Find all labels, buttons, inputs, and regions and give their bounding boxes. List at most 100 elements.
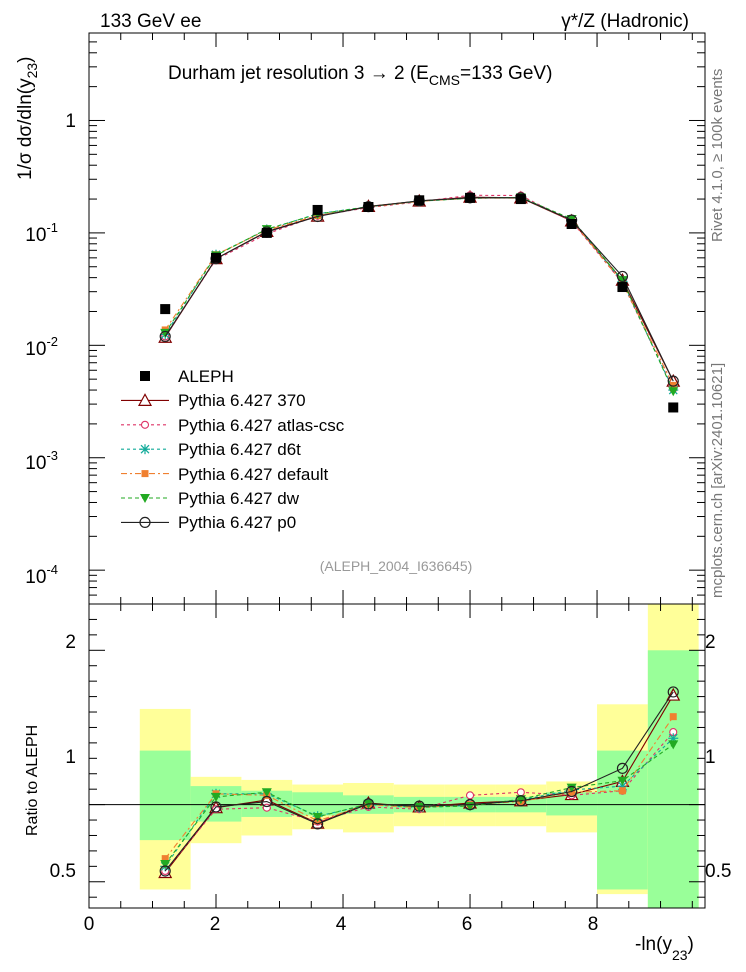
legend-label-p0: Pythia 6.427 p0 (178, 513, 296, 532)
legend-mark-pythia-6-427-dw (140, 494, 150, 503)
xlabel: -ln(y23) (635, 934, 694, 963)
plot-layer (88, 32, 706, 909)
series-line-pythia-6-427-p0 (164, 197, 674, 382)
ratio-ytick-05-right: 0.5 (705, 861, 731, 882)
upper-ylabel: 1/σ dσ/dln(y23) (15, 56, 40, 180)
header-left: 133 GeV ee (100, 11, 201, 32)
data-point-aleph-3 (312, 204, 323, 215)
series-line-pythia-6-427-atlas-csc (164, 194, 674, 390)
ytick-exp-1e-2: -2 (46, 334, 58, 349)
ylabel-tail: ) (15, 56, 36, 62)
ylabel-main: 1/σ dσ/dln(y (15, 78, 36, 180)
legend-label-default: Pythia 6.427 default (178, 465, 329, 484)
ratio-point-pythia-6-427-p0-1 (210, 801, 222, 813)
data-point-aleph-4 (363, 201, 374, 212)
data-point-aleph-1 (211, 252, 222, 263)
legend-mark-pythia-6-427-d6t-stroke-3 (140, 444, 150, 454)
ratio-ytick-1-left: 1 (65, 747, 76, 768)
ratio-point-pythia-6-427-atlas-csc-7 (516, 788, 525, 797)
series-point-pythia-6-427-default-10 (669, 381, 677, 389)
upper-chart-title: Durham jet resolution 3 → 2 (ECMS=133 Ge… (168, 63, 552, 88)
series-point-pythia-6-427-p0-0 (159, 330, 171, 343)
ytick-label-1e-3: 10-3 (25, 448, 58, 474)
title-sub: CMS (429, 72, 460, 88)
ratio-line-pythia-6-427-d6t (164, 737, 674, 867)
ratio-point-pythia-6-427-p0-5 (413, 800, 425, 812)
ratio-point-pythia-6-427-default-0 (161, 855, 169, 863)
upper-ytick-labels: 1 10-1 10-2 10-3 10-4 (25, 111, 76, 588)
data-point-aleph-8 (566, 218, 577, 229)
series-line-pythia-6-427-default (164, 197, 674, 386)
xtick-label-2: 2 (210, 914, 221, 935)
ratio-ytick-05-left: 0.5 (50, 861, 76, 882)
ratio-ytick-1-right: 1 (705, 747, 716, 768)
data-point-aleph-6 (465, 192, 476, 203)
ytick-base-1e-2: 10 (25, 339, 46, 360)
data-point-aleph-10 (668, 402, 679, 413)
analysis-tag: (ALEPH_2004_I636645) (320, 558, 473, 574)
ratio-point-pythia-6-427-dw-9 (617, 776, 628, 786)
data-point-aleph-7 (515, 194, 526, 205)
ratio-point-pythia-6-427-p0-8 (566, 785, 578, 798)
ratio-point-pythia-6-427-dw-10 (668, 740, 679, 750)
xtick-label-6: 6 (462, 914, 473, 935)
legend-mark-pythia-6-427-p0 (139, 516, 151, 529)
ratio-point-pythia-6-427-default-9 (618, 787, 626, 795)
ratio-point-pythia-6-427-p0-7 (515, 795, 527, 807)
legend: ALEPH Pythia 6.427 370 Pythia 6.427 atla… (121, 367, 345, 532)
ytick-label-1e-1: 10-1 (25, 220, 58, 246)
ytick-exp-1e-1: -1 (46, 220, 58, 235)
ratio-point-pythia-6-427-p0-10 (667, 686, 679, 698)
xtick-label-0: 0 (84, 914, 95, 935)
ratio-point-pythia-6-427-dw-8 (566, 783, 577, 793)
ratio-band-green-9 (597, 750, 648, 890)
legend-mark-data (140, 371, 150, 381)
series-point-pythia-6-427-dw-9 (617, 276, 628, 286)
ratio-point-pythia-6-427-dw-5 (414, 802, 425, 812)
data-point-aleph-0 (160, 304, 171, 315)
xlabel-sub: 23 (672, 947, 688, 963)
xtick-label-4: 4 (336, 914, 347, 935)
xlabel-tail: ) (688, 934, 694, 955)
ratio-band-green-8 (546, 792, 598, 816)
side-label-lower: mcplots.cern.ch [arXiv:2401.10621] (709, 363, 726, 598)
xlabel-main: -ln(y (635, 934, 672, 955)
ratio-band-green-3 (292, 792, 344, 816)
ytick-exp-1e-3: -3 (46, 448, 58, 463)
ytick-base-1e-1: 10 (25, 225, 46, 246)
series-line-pythia-6-427-370 (164, 196, 674, 382)
legend-label-d6t: Pythia 6.427 d6t (178, 440, 301, 459)
series-point-pythia-6-427-dw-10 (668, 387, 679, 397)
ratio-point-pythia-6-427-dw-1 (211, 792, 222, 802)
legend-mark-pythia-6-427-d6t (140, 444, 150, 455)
legend-label-atlas-csc: Pythia 6.427 atlas-csc (178, 416, 345, 435)
series-line-pythia-6-427-dw (164, 196, 674, 392)
series-point-pythia-6-427-p0-10 (667, 375, 679, 387)
ratio-point-pythia-6-427-dw-0 (160, 860, 171, 870)
title-tail: =133 GeV) (460, 63, 552, 84)
ratio-point-pythia-6-427-p0-0 (159, 865, 171, 877)
ytick-base-1e-3: 10 (25, 453, 46, 474)
ytick-exp-1e-4: -4 (46, 562, 58, 577)
legend-mark-pythia-6-427-atlas-csc (140, 420, 150, 429)
ratio-point-pythia-6-427-dw-7 (515, 795, 526, 805)
ylabel-sub: 23 (24, 63, 40, 79)
xtick-label-8: 8 (588, 914, 599, 935)
ratio-band-green-0 (139, 750, 191, 841)
data-point-aleph-2 (261, 227, 272, 238)
title-main: Durham jet resolution 3 → 2 (E (168, 63, 429, 84)
ratio-point-pythia-6-427-p0-2 (261, 795, 273, 808)
ratio-line-pythia-6-427-atlas-csc (164, 731, 674, 872)
series-point-pythia-6-427-dw-0 (160, 328, 171, 338)
ratio-ytick-2-left: 2 (65, 632, 76, 653)
legend-label-data: ALEPH (178, 367, 234, 386)
data-point-aleph-9 (617, 282, 628, 293)
ratio-line-pythia-6-427-p0 (164, 691, 674, 872)
ratio-point-pythia-6-427-default-10 (669, 713, 677, 721)
ratio-point-pythia-6-427-dw-3 (312, 812, 323, 822)
ratio-point-pythia-6-427-atlas-csc-6 (465, 791, 475, 800)
ratio-point-pythia-6-427-p0-4 (362, 798, 375, 810)
ytick-label-1e-2: 10-2 (25, 334, 58, 360)
xtick-labels: 0 2 4 6 8 (84, 914, 599, 935)
